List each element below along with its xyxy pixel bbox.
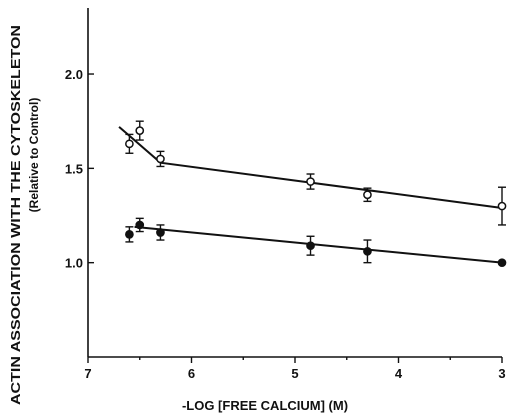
y-tick-label: 1.5 [65,161,83,176]
x-tick-label: 4 [395,366,403,381]
y-tick-label: 2.0 [65,67,83,82]
series-B: B [125,217,507,268]
y-tick-label: 1.0 [65,256,83,271]
data-point [135,220,145,230]
data-point [125,139,134,149]
x-tick-label: 3 [498,366,505,381]
y-axis-title-group: ACTIN ASSOCIATION WITH THE CYTOSKELETON … [8,25,41,405]
y-axis-subtitle: (Relative to Control) [27,98,41,213]
data-point [306,177,315,186]
data-point [156,154,165,164]
y-axis-title: ACTIN ASSOCIATION WITH THE CYTOSKELETON [8,25,23,405]
data-point [363,190,372,200]
data-point [363,247,372,256]
x-tick-label: 5 [291,366,298,381]
x-tick-label: 6 [188,366,195,381]
x-axis-title: -LOG [FREE CALCIUM] (M) [182,398,348,413]
data-point [135,126,145,135]
axes: 7 6 5 4 3 1.0 1.5 2.0 [65,8,506,381]
fit-line [118,126,503,209]
data-point [306,241,315,251]
fit-line [134,225,503,264]
data-point [497,201,507,211]
data-point [497,258,507,268]
x-tick-label: 7 [84,366,91,381]
data-point [156,228,165,237]
series-A: A [118,120,507,226]
plot-area: AB [118,120,507,268]
data-point [125,230,134,239]
